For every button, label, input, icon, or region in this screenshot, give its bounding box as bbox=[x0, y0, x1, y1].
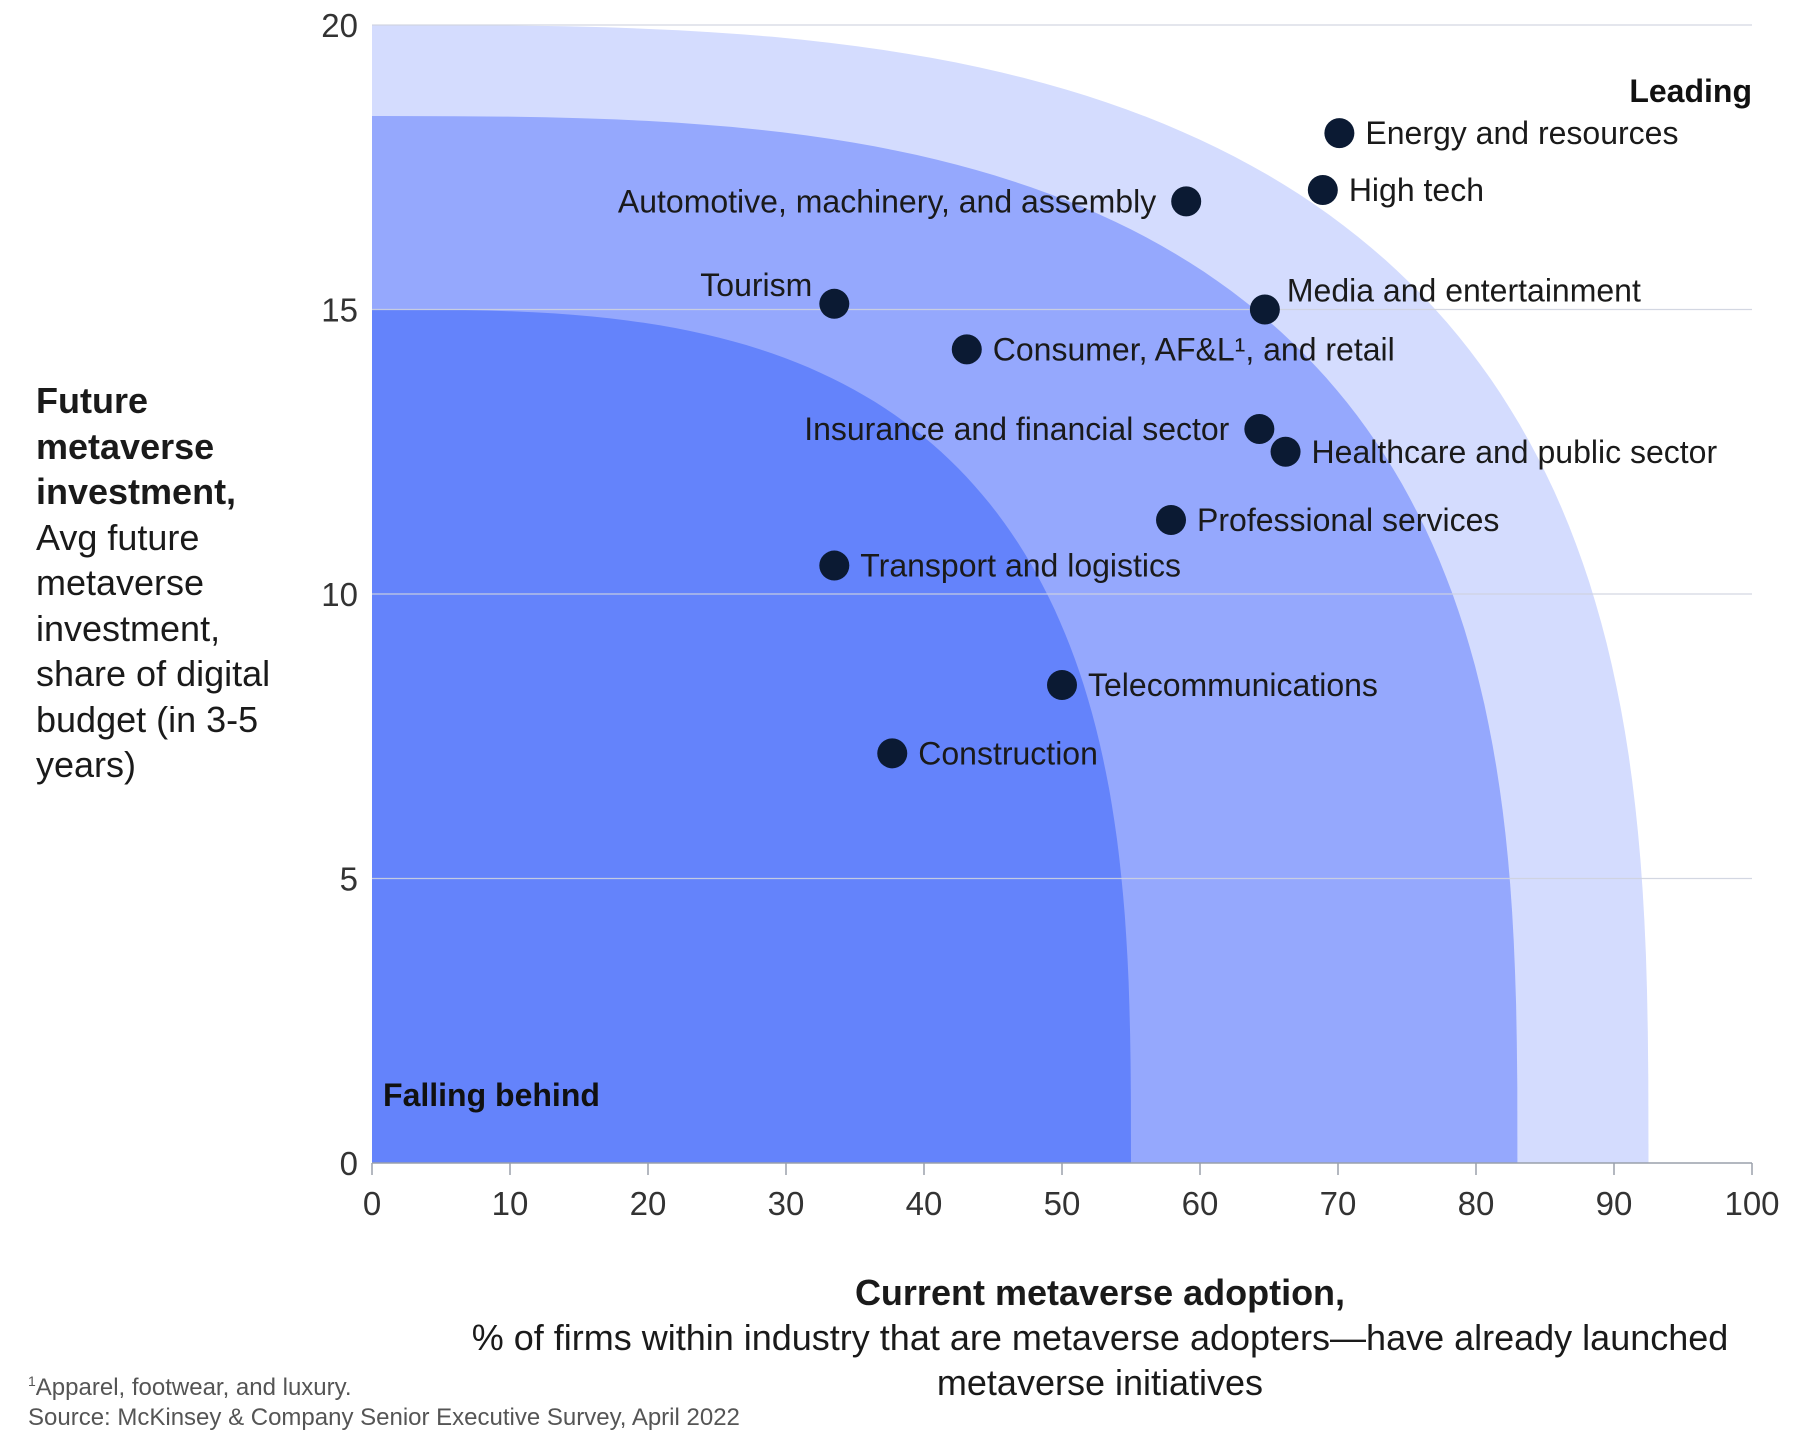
zone-falling-behind bbox=[372, 309, 1131, 1163]
point-label: Media and entertainment bbox=[1287, 273, 1641, 309]
y-tick-label: 10 bbox=[321, 576, 358, 613]
footnotes: 1Apparel, footwear, and luxury. Source: … bbox=[28, 1366, 740, 1433]
footnote: 1Apparel, footwear, and luxury. bbox=[28, 1366, 740, 1403]
x-tick-label: 20 bbox=[630, 1185, 667, 1222]
source-note: Source: McKinsey & Company Senior Execut… bbox=[28, 1404, 740, 1431]
x-tick-label: 40 bbox=[906, 1185, 943, 1222]
x-tick-label: 0 bbox=[363, 1185, 381, 1222]
point-label: Tourism bbox=[700, 267, 812, 303]
point-label: Automotive, machinery, and assembly bbox=[618, 183, 1156, 219]
data-point bbox=[1324, 118, 1355, 149]
point-label: Transport and logistics bbox=[860, 548, 1181, 584]
point-label: Healthcare and public sector bbox=[1312, 434, 1718, 470]
data-point bbox=[1307, 175, 1338, 206]
zone-label-falling-behind: Falling behind bbox=[383, 1077, 600, 1113]
data-point bbox=[877, 738, 908, 769]
data-point bbox=[951, 334, 982, 365]
y-axis-label: Future metaverse investment, Avg future … bbox=[36, 378, 306, 788]
point-label: High tech bbox=[1349, 172, 1484, 208]
point-label: Consumer, AF&L¹, and retail bbox=[993, 331, 1395, 367]
x-tick-label: 70 bbox=[1320, 1185, 1357, 1222]
y-tick-label: 0 bbox=[340, 1145, 358, 1182]
footnote-text: Apparel, footwear, and luxury. bbox=[35, 1374, 352, 1401]
point-label: Professional services bbox=[1197, 502, 1499, 538]
x-tick-label: 10 bbox=[492, 1185, 529, 1222]
x-tick-label: 30 bbox=[768, 1185, 805, 1222]
data-point bbox=[1156, 505, 1187, 536]
point-label: Telecommunications bbox=[1088, 667, 1378, 703]
data-point bbox=[1270, 436, 1301, 467]
x-tick-label: 100 bbox=[1724, 1185, 1779, 1222]
point-label: Insurance and financial sector bbox=[804, 411, 1229, 447]
x-axis-title: Current metaverse adoption, bbox=[854, 1272, 1346, 1313]
data-point bbox=[1171, 186, 1202, 217]
zone-label-leading: Leading bbox=[1629, 73, 1752, 109]
y-axis-subtitle: Avg future metaverse investment, share o… bbox=[36, 516, 271, 786]
x-axis-subtitle: % of firms within industry that are meta… bbox=[471, 1317, 1729, 1403]
data-point bbox=[1244, 413, 1275, 444]
x-tick-label: 60 bbox=[1182, 1185, 1219, 1222]
x-axis-label: Current metaverse adoption, % of firms w… bbox=[400, 1270, 1800, 1405]
point-label: Energy and resources bbox=[1365, 115, 1678, 151]
point-label: Construction bbox=[918, 735, 1098, 771]
data-point bbox=[819, 288, 850, 319]
y-axis-title: Future metaverse investment, bbox=[36, 380, 237, 512]
x-tick-label: 90 bbox=[1596, 1185, 1633, 1222]
y-tick-label: 5 bbox=[340, 861, 358, 898]
data-point bbox=[1047, 670, 1077, 701]
data-point bbox=[1249, 294, 1280, 325]
x-tick-label: 80 bbox=[1458, 1185, 1495, 1222]
y-tick-label: 20 bbox=[321, 7, 358, 44]
data-point bbox=[819, 550, 850, 581]
x-tick-label: 50 bbox=[1044, 1185, 1081, 1222]
y-tick-label: 15 bbox=[321, 292, 358, 329]
footnote-marker: 1 bbox=[28, 1373, 36, 1389]
